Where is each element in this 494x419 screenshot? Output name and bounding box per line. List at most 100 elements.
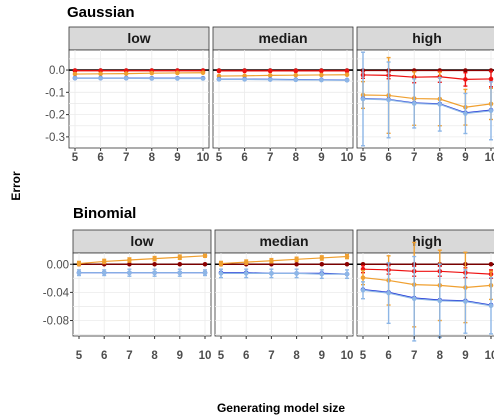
- panel-low: low 5 6 7 8 9 10: [72, 229, 212, 362]
- data-point: [360, 287, 366, 293]
- series-light_blue: [360, 51, 494, 147]
- data-point: [123, 75, 129, 81]
- data-point: [319, 77, 324, 83]
- x-tick-label: 5: [72, 152, 79, 164]
- data-point: [177, 254, 183, 260]
- series-orange: [76, 253, 208, 267]
- data-point: [218, 261, 224, 266]
- data-point: [360, 96, 366, 102]
- x-tick-label: 8: [151, 350, 158, 362]
- data-point: [175, 76, 180, 81]
- x-tick-label: 9: [319, 350, 325, 362]
- data-point: [488, 303, 494, 309]
- y-tick-label: -0.2: [45, 110, 65, 122]
- series-line: [220, 255, 348, 265]
- series-line: [362, 288, 492, 306]
- chart-title: Gaussian: [67, 4, 135, 21]
- data-point: [149, 76, 155, 81]
- panel-median: median 5 6 7 8 9 10: [214, 229, 354, 362]
- y-tick-label: -0.1: [45, 87, 65, 99]
- y-tick-label: 0.00: [47, 259, 69, 271]
- data-point: [319, 72, 324, 78]
- series-line: [218, 74, 348, 77]
- data-point: [200, 76, 206, 81]
- data-point: [319, 261, 325, 267]
- series-light_blue: [76, 268, 208, 277]
- data-point: [437, 102, 443, 107]
- data-point: [202, 270, 208, 275]
- data-point: [72, 71, 78, 77]
- data-point: [149, 70, 155, 76]
- x-tick-label: 10: [485, 152, 494, 164]
- data-point: [152, 270, 157, 275]
- x-tick-label: 5: [218, 350, 225, 362]
- data-point: [175, 70, 180, 76]
- chart-binomial: Binomial 0.00 -0.04 -0.08 low 5 6 7 8 9 10 median 5 6…: [43, 205, 494, 362]
- x-tick-label: 10: [485, 350, 494, 362]
- series-light_blue: [216, 77, 350, 83]
- x-tick-label: 6: [385, 350, 391, 362]
- series-line: [362, 94, 492, 108]
- series-line: [221, 272, 347, 275]
- data-point: [101, 259, 107, 264]
- data-point: [72, 68, 78, 74]
- y-tick-label: -0.3: [45, 132, 65, 144]
- y-tick-label: -0.08: [43, 316, 69, 328]
- x-tick-label: 5: [76, 350, 83, 362]
- x-tick-label: 10: [199, 350, 212, 362]
- data-point: [72, 75, 78, 81]
- data-point: [463, 299, 468, 304]
- panel-strip-label: high: [412, 30, 442, 46]
- data-point: [127, 261, 132, 267]
- data-point: [319, 68, 324, 74]
- series-line: [362, 74, 492, 81]
- data-point: [488, 261, 494, 267]
- series-red: [216, 68, 350, 74]
- x-tick-label: 10: [341, 152, 354, 164]
- panel-background: [356, 252, 494, 337]
- data-point: [488, 76, 494, 82]
- data-point: [344, 68, 350, 74]
- data-point: [200, 70, 206, 76]
- series-line: [74, 72, 204, 75]
- x-tick-label: 7: [126, 350, 132, 362]
- panel-low: low 5 6 7 8 9 10: [68, 26, 210, 164]
- data-point: [344, 254, 350, 259]
- x-tick-label: 10: [341, 350, 354, 362]
- data-point: [98, 75, 103, 81]
- y-tick-label: 0.0: [49, 65, 65, 77]
- data-point: [242, 77, 247, 82]
- x-tick-label: 7: [267, 152, 273, 164]
- x-tick-label: 5: [216, 152, 223, 164]
- panel-background: [72, 252, 212, 337]
- data-point: [242, 68, 247, 74]
- x-tick-label: 6: [385, 152, 391, 164]
- data-point: [177, 270, 183, 275]
- x-tick-label: 8: [293, 152, 300, 164]
- panel-strip-label: median: [258, 30, 307, 46]
- x-tick-label: 6: [97, 152, 103, 164]
- data-point: [267, 73, 273, 78]
- x-tick-label: 7: [123, 152, 129, 164]
- data-point: [294, 257, 299, 262]
- data-point: [243, 259, 249, 265]
- data-point: [437, 298, 443, 304]
- series-line: [362, 98, 492, 115]
- y-axis-title: Error: [9, 171, 23, 201]
- data-point: [123, 71, 129, 76]
- x-tick-label: 9: [462, 350, 468, 362]
- panel-strip-label: median: [259, 233, 308, 249]
- data-point: [463, 111, 468, 116]
- chart-title: Binomial: [73, 205, 136, 222]
- series-line: [362, 277, 492, 289]
- x-axis-title: Generating model size: [217, 401, 345, 415]
- panel-high: high 5 6 7 8 9 10: [356, 26, 494, 164]
- x-tick-label: 9: [177, 350, 183, 362]
- x-tick-label: 9: [174, 152, 180, 164]
- series-light_blue: [72, 75, 206, 81]
- data-point: [267, 77, 273, 82]
- data-point: [218, 271, 224, 276]
- series-orange: [216, 72, 350, 79]
- data-point: [76, 261, 82, 266]
